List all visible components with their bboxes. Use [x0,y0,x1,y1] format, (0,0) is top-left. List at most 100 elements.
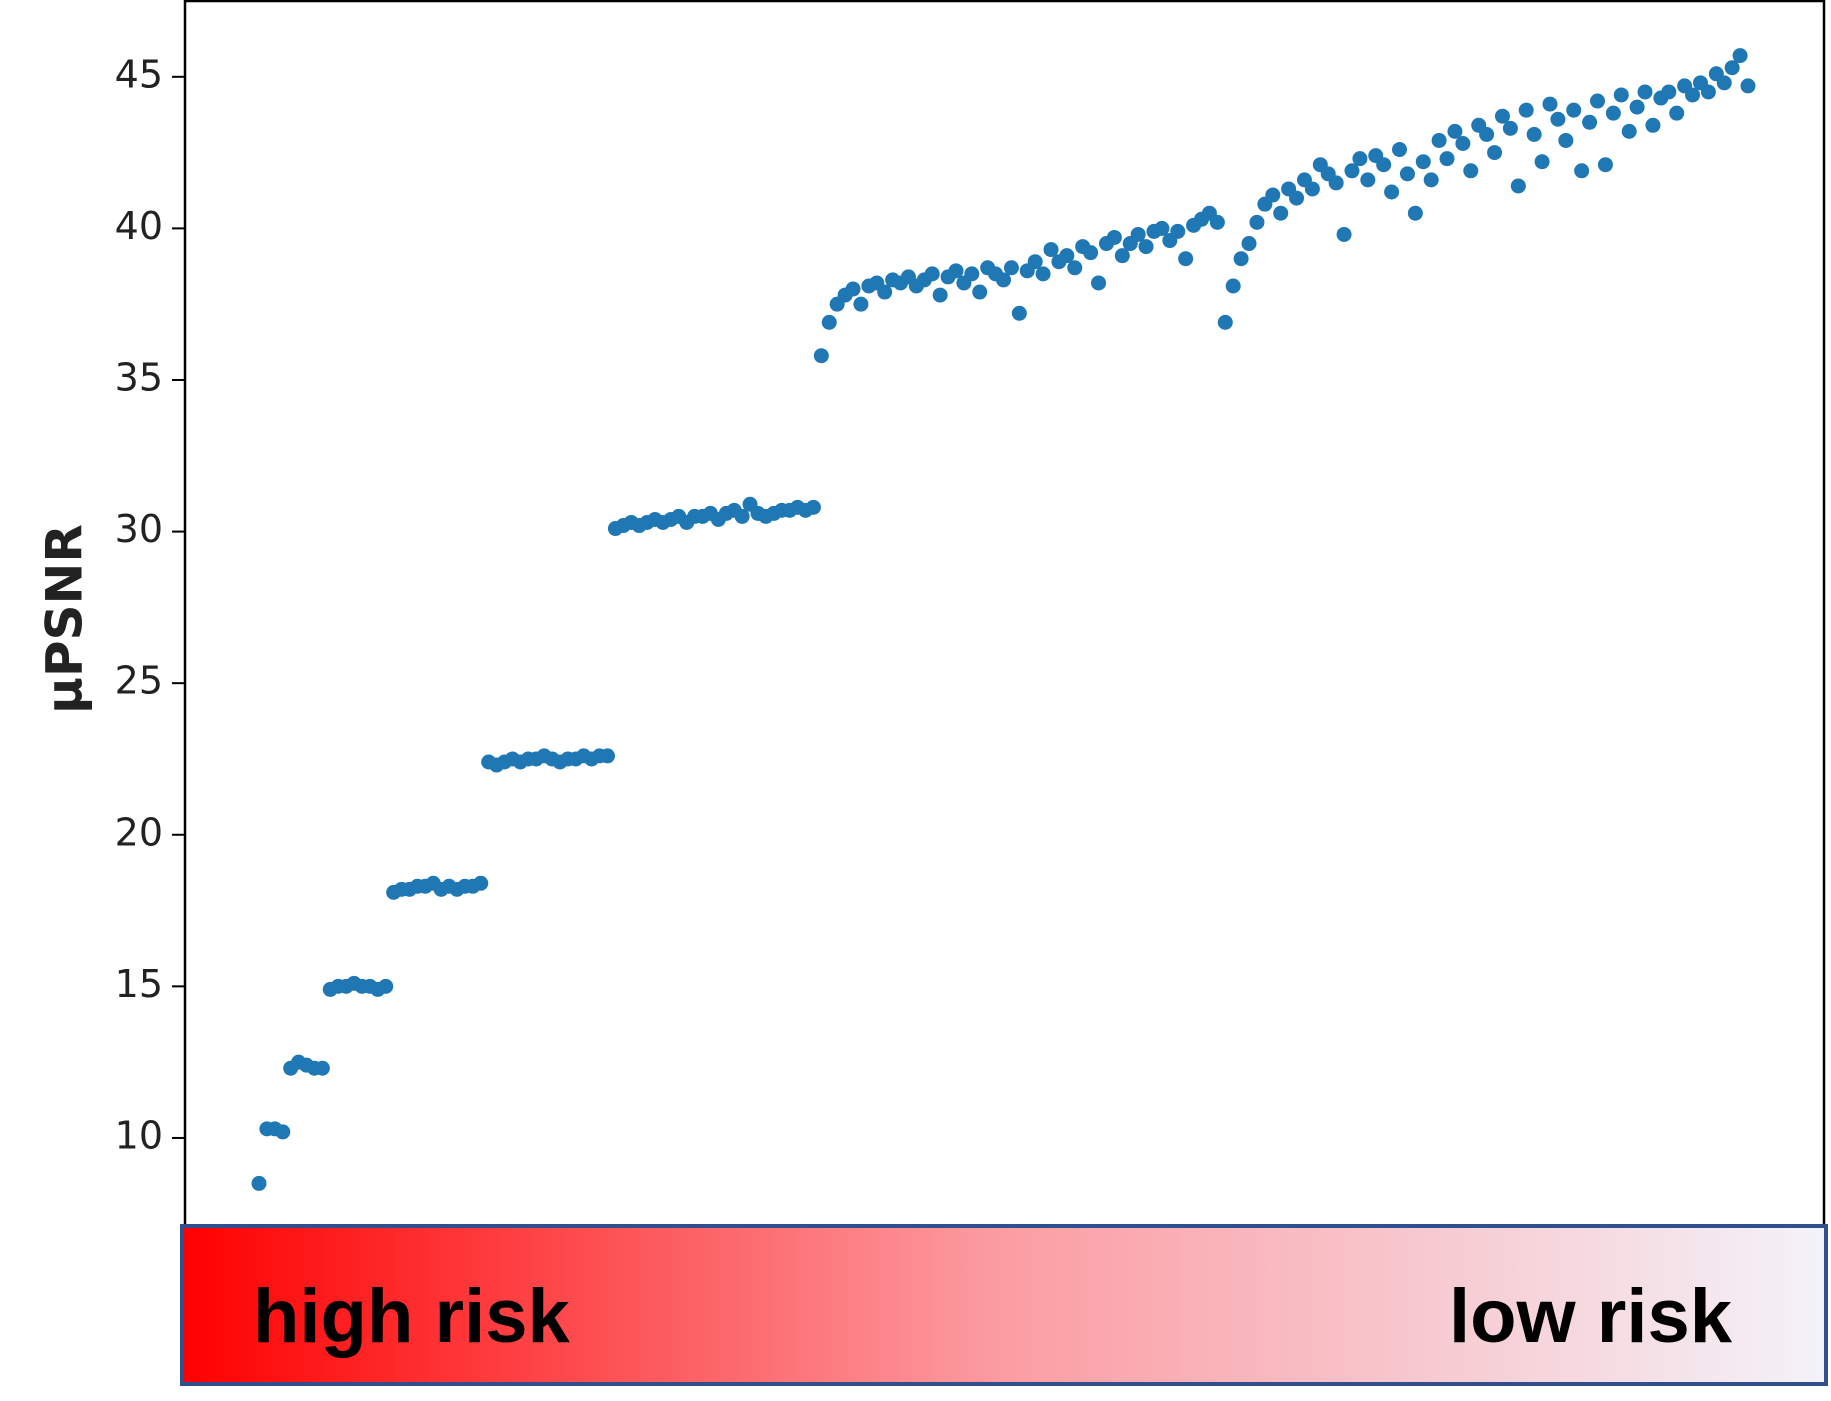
point [1479,126,1495,142]
point [1304,181,1320,197]
point [314,1060,330,1076]
colorbar-right-label: low risk [1449,1274,1733,1359]
point [1241,236,1257,252]
point [1011,305,1027,321]
point [1732,48,1748,64]
point [1106,229,1122,245]
point [1582,114,1598,130]
point [734,508,750,524]
point [924,266,940,282]
y-tick-label: 25 [115,659,163,703]
point [1027,254,1043,270]
point [948,263,964,279]
point [1502,120,1518,136]
point [1384,184,1400,200]
point [378,978,394,994]
point [1328,175,1344,191]
risk-colorbar [180,1224,1828,1386]
point [972,284,988,300]
point [1392,142,1408,158]
y-tick-label: 15 [115,962,163,1006]
point [1487,145,1503,161]
point [1407,205,1423,221]
point [1518,102,1534,118]
point [1035,266,1051,282]
point [1526,126,1542,142]
point [1455,135,1471,151]
point [473,875,489,891]
point [1217,314,1233,330]
point [1550,111,1566,127]
point [805,499,821,515]
point [1494,108,1510,124]
point [1083,245,1099,261]
point [1336,226,1352,242]
point [1597,157,1613,173]
point [1542,96,1558,112]
point [275,1124,291,1140]
point [1566,102,1582,118]
point [1716,75,1732,91]
point [1661,84,1677,100]
point [1249,214,1265,230]
point [1289,190,1305,206]
point [1613,87,1629,103]
point [1399,166,1415,182]
point [1376,157,1392,173]
y-tick-label: 30 [115,507,163,551]
point [1669,105,1685,121]
point [599,748,615,764]
point [1645,117,1661,133]
plot-frame [183,0,1826,1240]
point [1114,248,1130,264]
point [1590,93,1606,109]
point [1534,154,1550,170]
point [1463,163,1479,179]
point [1629,99,1645,115]
point [1447,123,1463,139]
point [845,281,861,297]
point [932,287,948,303]
point [1265,187,1281,203]
point [1003,260,1019,276]
y-tick-label: 45 [115,52,163,96]
point [1209,214,1225,230]
point [1170,223,1186,239]
point [1510,178,1526,194]
point [1225,278,1241,294]
y-tick-label: 10 [115,1113,163,1157]
point [1574,163,1590,179]
point [1605,105,1621,121]
point [251,1175,267,1191]
point [1178,251,1194,267]
point [1360,172,1376,188]
point [1415,154,1431,170]
point [1724,60,1740,76]
point [1352,151,1368,167]
point [1423,172,1439,188]
point [964,266,980,282]
point [1700,84,1716,100]
y-tick-label: 40 [115,204,163,248]
point [1558,132,1574,148]
point [1043,242,1059,258]
y-tick-label: 35 [115,355,163,399]
point [877,284,893,300]
point [821,314,837,330]
point [1685,87,1701,103]
point [1091,275,1107,291]
point [1067,260,1083,276]
y-tick-label: 20 [115,810,163,854]
point [1273,205,1289,221]
point [1439,151,1455,167]
point [813,348,829,364]
point [1130,226,1146,242]
point [1154,220,1170,236]
point [1637,84,1653,100]
y-axis-label: μPSNR [36,524,94,714]
point [1344,163,1360,179]
point [996,272,1011,288]
point [1233,251,1249,267]
point [1621,123,1637,139]
